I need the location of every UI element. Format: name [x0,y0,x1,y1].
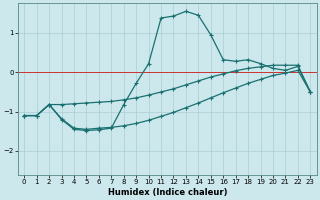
X-axis label: Humidex (Indice chaleur): Humidex (Indice chaleur) [108,188,227,197]
